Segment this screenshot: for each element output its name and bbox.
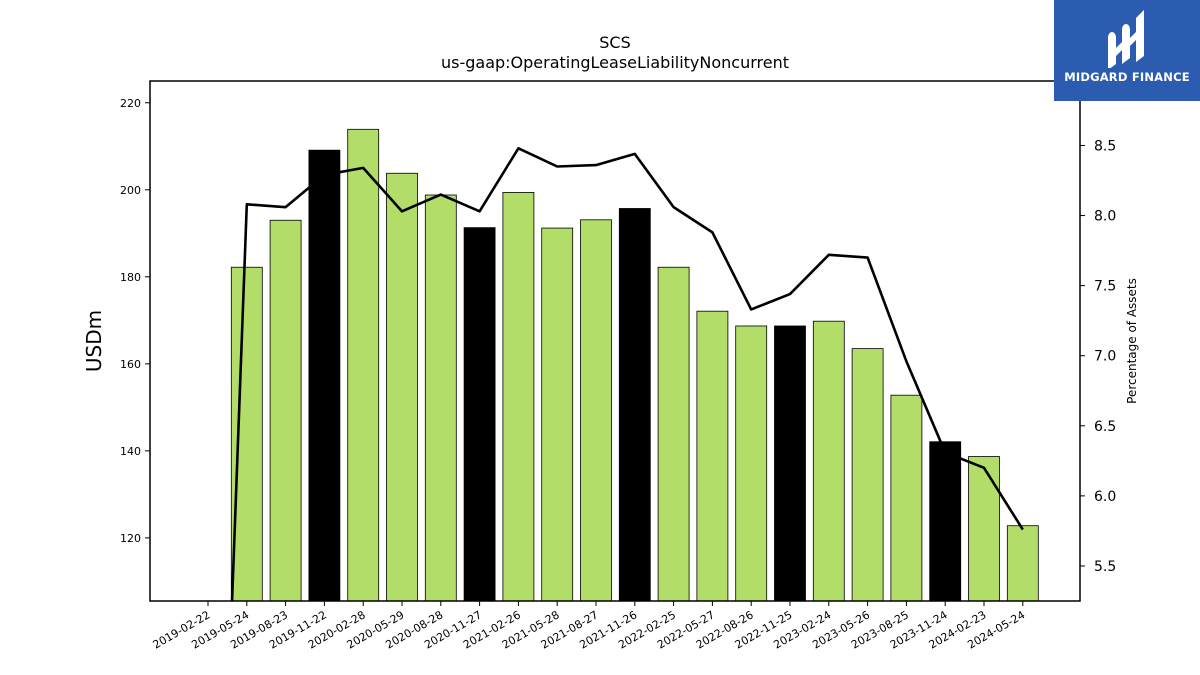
bar xyxy=(1006,525,1039,602)
y2-tick-label: 7.5 xyxy=(1094,279,1116,295)
chart-subtitle: us-gaap:OperatingLeaseLiabilityNoncurren… xyxy=(441,53,789,72)
y-tick-label: 120 xyxy=(120,532,141,545)
y2-tick-label: 8.5 xyxy=(1094,138,1116,154)
y-tick-label: 220 xyxy=(120,97,141,110)
bar xyxy=(541,227,574,602)
bars-layer xyxy=(230,128,1039,602)
y-axis-label: USDm xyxy=(82,310,106,372)
brand-logo-text: MIDGARD FINANCE xyxy=(1064,70,1190,84)
y2-tick-label: 7.0 xyxy=(1094,349,1116,365)
y-tick-label: 200 xyxy=(120,184,141,197)
chart-title: SCS xyxy=(599,33,630,52)
bar xyxy=(424,194,457,602)
bar xyxy=(774,325,806,602)
y2-tick-label: 6.0 xyxy=(1094,489,1116,505)
brand-logo: MIDGARD FINANCE xyxy=(1054,0,1200,101)
bar xyxy=(812,320,845,602)
bar xyxy=(386,172,418,602)
y-tick-label: 160 xyxy=(120,358,141,371)
y2-tick-label: 8.0 xyxy=(1094,209,1116,225)
bar xyxy=(580,219,612,602)
y-tick-label: 180 xyxy=(120,271,141,284)
bar xyxy=(308,149,341,602)
y-tick-label: 140 xyxy=(120,445,141,458)
bar xyxy=(269,219,302,602)
bar xyxy=(618,208,651,602)
bar xyxy=(735,325,768,602)
line-layer xyxy=(230,146,1024,602)
y2-axis-label: Percentage of Assets xyxy=(1125,278,1139,404)
midgard-logo-icon xyxy=(1108,10,1144,68)
y2-tick-label: 6.5 xyxy=(1094,419,1116,435)
bar xyxy=(696,310,729,602)
y2-tick-label: 5.5 xyxy=(1094,559,1116,575)
bar xyxy=(347,128,380,602)
axes-layer: 1201401601802002205.56.06.57.07.58.08.52… xyxy=(120,97,1116,652)
bar xyxy=(890,394,923,602)
bar xyxy=(929,441,962,602)
percentage-line xyxy=(230,146,1024,602)
bar xyxy=(657,266,690,602)
bar xyxy=(851,348,884,602)
bar xyxy=(502,191,535,602)
bar xyxy=(968,456,1000,602)
bar xyxy=(230,266,263,602)
bar xyxy=(463,227,496,602)
plot-frame xyxy=(149,80,1081,602)
